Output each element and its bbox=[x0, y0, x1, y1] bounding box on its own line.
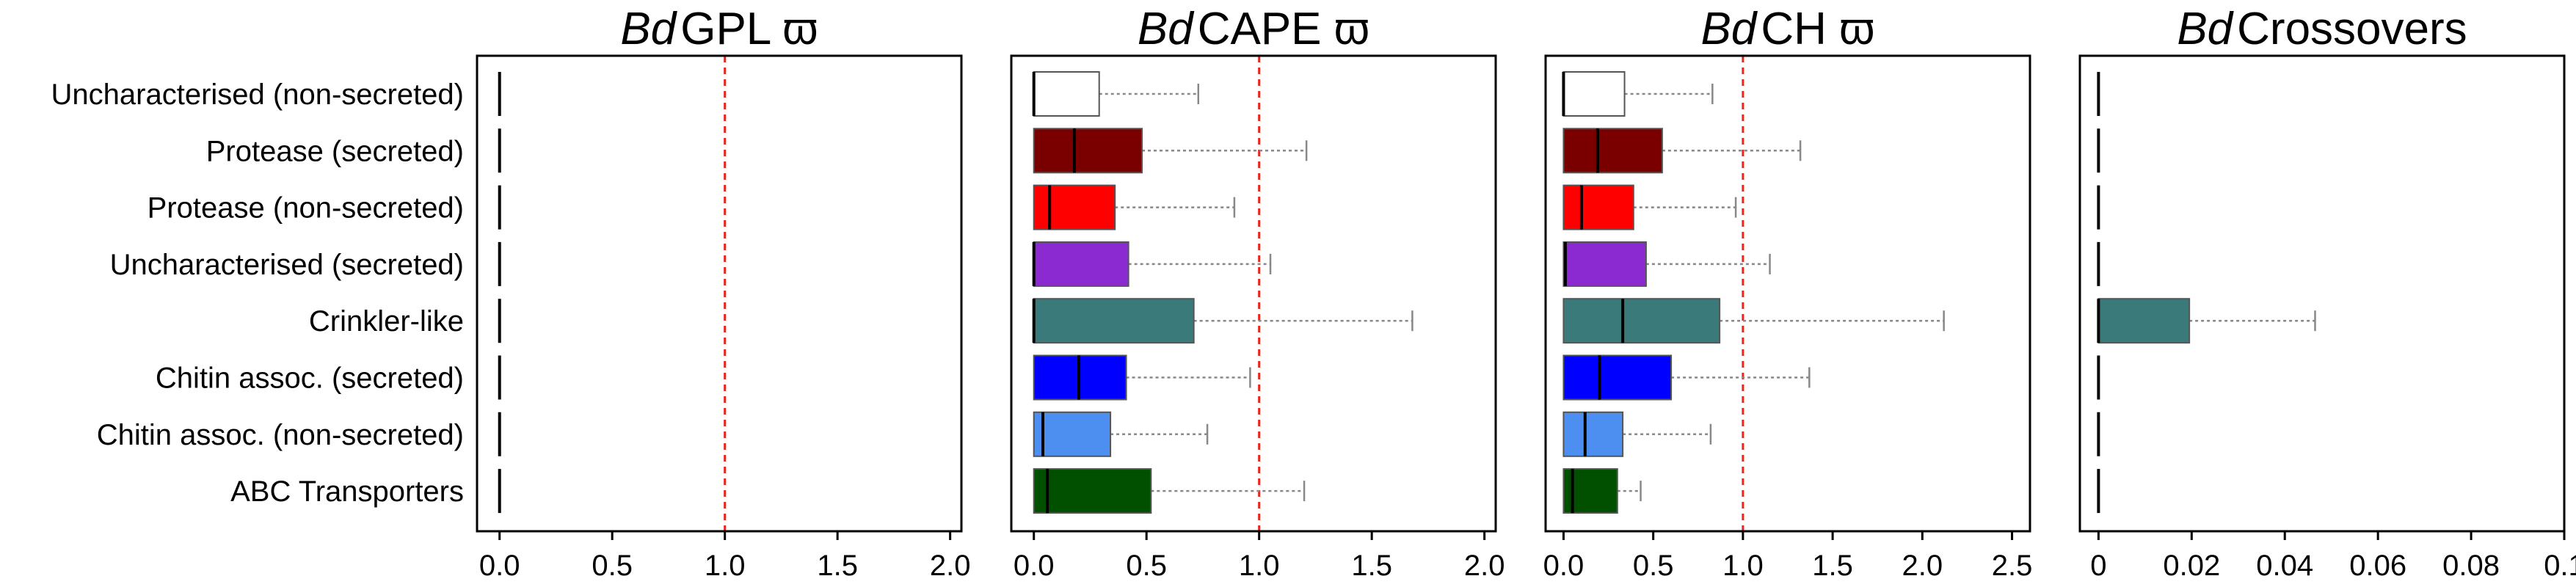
x-tick-label: 0.08 bbox=[2442, 550, 2500, 582]
panel-title-text: CH ϖ bbox=[1761, 4, 1874, 54]
panel-title: BdCAPE ϖ bbox=[1138, 4, 1369, 54]
panel-title-italic: Bd bbox=[1700, 4, 1758, 54]
x-tick-label: 1.5 bbox=[1812, 550, 1853, 582]
category-label: Protease (non-secreted) bbox=[148, 192, 464, 225]
x-tick-label: 1.0 bbox=[1722, 550, 1764, 582]
x-tick-label: 0.06 bbox=[2349, 550, 2406, 582]
x-tick-label: 2.0 bbox=[1902, 550, 1943, 582]
box bbox=[1033, 411, 1112, 457]
x-tick-label: 0.5 bbox=[592, 550, 633, 582]
x-tick-label: 2.5 bbox=[1992, 550, 2033, 582]
box bbox=[1562, 298, 1721, 344]
panel-title-text: CAPE ϖ bbox=[1198, 4, 1369, 54]
box bbox=[1562, 128, 1663, 174]
panel-frame bbox=[1010, 54, 1497, 533]
box bbox=[1562, 184, 1634, 230]
box bbox=[1033, 128, 1143, 174]
x-tick-label: 0.5 bbox=[1633, 550, 1674, 582]
x-tick-label: 0.04 bbox=[2256, 550, 2313, 582]
x-tick-label: 0.02 bbox=[2163, 550, 2220, 582]
box bbox=[1033, 298, 1195, 344]
box bbox=[1562, 241, 1647, 287]
box bbox=[1033, 184, 1116, 230]
box bbox=[1033, 468, 1152, 514]
chart-panel: BdCAPE ϖ 0.0 0.5 1.0 1.5 2.0 bbox=[1010, 4, 1505, 582]
category-label: ABC Transporters bbox=[230, 475, 464, 508]
panel-title: BdCrossovers bbox=[2177, 4, 2467, 54]
panel-title-italic: Bd bbox=[1138, 4, 1195, 54]
box bbox=[1033, 241, 1129, 287]
panel-title: BdGPL ϖ bbox=[620, 4, 818, 54]
category-label: Crinkler-like bbox=[309, 305, 464, 338]
category-label: Chitin assoc. (non-secreted) bbox=[97, 419, 464, 451]
x-tick-label: 2.0 bbox=[1464, 550, 1505, 582]
chart-panel: BdCH ϖ 0.0 0.5 1.0 1.5 2.0 2.5 bbox=[1543, 4, 2033, 582]
x-tick-label: 0.0 bbox=[479, 550, 520, 582]
category-label: Uncharacterised (non-secreted) bbox=[51, 79, 464, 111]
x-tick-label: 1.5 bbox=[817, 550, 858, 582]
x-tick-label: 1.5 bbox=[1351, 550, 1392, 582]
box bbox=[2097, 298, 2191, 344]
x-tick-label: 0.0 bbox=[1543, 550, 1584, 582]
x-tick-label: 2.0 bbox=[930, 550, 971, 582]
x-tick-label: 1.0 bbox=[705, 550, 746, 582]
box bbox=[1562, 354, 1673, 401]
x-tick-label: 0 bbox=[2090, 550, 2106, 582]
panel-title: BdCH ϖ bbox=[1700, 4, 1874, 54]
panel-frame bbox=[476, 54, 963, 533]
box bbox=[1033, 71, 1100, 117]
box bbox=[1562, 71, 1626, 117]
x-tick-label: 1.0 bbox=[1239, 550, 1280, 582]
panel-frame bbox=[1544, 54, 2031, 533]
panel-title-italic: Bd bbox=[620, 4, 677, 54]
category-label: Chitin assoc. (secreted) bbox=[156, 362, 464, 395]
chart-panel: BdGPL ϖ 0.0 0.5 1.0 1.5 2.0 bbox=[476, 4, 971, 582]
box bbox=[1562, 411, 1624, 457]
chart-panel: BdCrossovers 0 0.02 0.04 0.06 0.08 0.1 bbox=[2078, 4, 2576, 582]
x-tick-label: 0.0 bbox=[1014, 550, 1055, 582]
category-label: Protease (secreted) bbox=[206, 135, 464, 167]
panel-title-italic: Bd bbox=[2177, 4, 2234, 54]
panel-title-text: Crossovers bbox=[2237, 4, 2467, 54]
category-label: Uncharacterised (secreted) bbox=[110, 249, 464, 281]
panel-title-text: GPL ϖ bbox=[680, 4, 818, 54]
panel-frame bbox=[2078, 54, 2566, 533]
x-tick-label: 0.1 bbox=[2544, 550, 2576, 582]
x-tick-label: 0.5 bbox=[1126, 550, 1167, 582]
